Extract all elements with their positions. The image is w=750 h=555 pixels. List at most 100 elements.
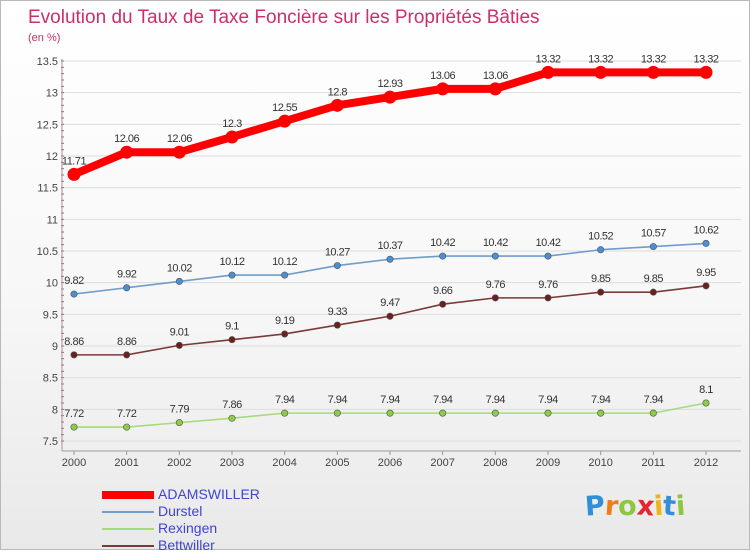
x-tick-label: 2005: [325, 457, 349, 469]
x-tick-label: 2001: [114, 457, 138, 469]
data-point: [120, 145, 134, 159]
data-label: 7.72: [64, 408, 84, 420]
data-label: 13.32: [535, 53, 560, 65]
y-tick-label: 10.5: [37, 246, 58, 258]
x-tick-label: 2003: [220, 457, 244, 469]
data-point: [330, 98, 344, 112]
data-point: [172, 145, 186, 159]
data-point: [123, 351, 131, 359]
data-label: 11.71: [62, 155, 87, 167]
data-point: [386, 312, 394, 320]
data-label: 13.32: [641, 53, 666, 65]
data-point: [70, 290, 78, 298]
x-tick-label: 2006: [378, 457, 402, 469]
y-tick-label: 13: [46, 88, 58, 100]
data-point: [649, 409, 657, 417]
legend-label: ADAMSWILLER: [158, 486, 260, 502]
data-point: [439, 252, 447, 260]
data-label: 12.3: [222, 118, 242, 130]
data-point: [649, 288, 657, 296]
data-point: [175, 419, 183, 427]
x-tick-label: 2007: [430, 457, 454, 469]
data-label: 9.19: [275, 315, 295, 327]
data-label: 7.86: [222, 399, 242, 411]
data-label: 9.66: [433, 285, 453, 297]
legend-label: Bettwiller: [158, 537, 215, 553]
data-point: [333, 262, 341, 270]
y-tick-label: 9: [52, 341, 58, 353]
data-point: [70, 423, 78, 431]
data-point: [386, 255, 394, 263]
data-label: 7.79: [170, 404, 190, 416]
logo-letter: P: [583, 490, 606, 523]
data-point: [544, 294, 552, 302]
data-point: [702, 399, 710, 407]
data-label: 9.85: [591, 273, 611, 285]
data-label: 7.94: [538, 394, 558, 406]
data-label: 8.86: [117, 336, 137, 348]
data-label: 9.92: [117, 269, 137, 281]
data-label: 13.32: [588, 53, 613, 65]
data-point: [228, 336, 236, 344]
data-point: [225, 130, 239, 144]
data-label: 10.52: [588, 231, 613, 243]
data-point: [281, 271, 289, 279]
data-point: [278, 114, 292, 128]
data-label: 7.94: [433, 394, 453, 406]
data-label: 9.82: [64, 275, 84, 287]
chart-title: Evolution du Taux de Taxe Foncière sur l…: [28, 7, 540, 28]
y-tick-label: 11.5: [37, 183, 58, 195]
data-point: [439, 409, 447, 417]
y-tick-label: 13.5: [37, 56, 58, 68]
data-label: 9.33: [328, 306, 348, 318]
y-tick-label: 12.5: [37, 119, 58, 131]
data-label: 9.1: [225, 321, 239, 333]
x-tick-label: 2004: [272, 457, 296, 469]
data-label: 12.06: [167, 133, 192, 145]
data-point: [491, 294, 499, 302]
line-chart: 7.5 8 8.5 9 9.5 10 10.5 11 11.5 12 12.5 13 13.5 2000 2…: [37, 53, 741, 469]
y-tick-label: 9.5: [43, 309, 58, 321]
data-point: [333, 321, 341, 329]
data-label: 10.42: [430, 237, 455, 249]
data-label: 9.95: [696, 267, 716, 279]
legend-label: Durstel: [158, 503, 203, 519]
data-point: [491, 252, 499, 260]
data-label: 12.06: [114, 133, 139, 145]
data-point: [488, 82, 502, 96]
data-label: 10.42: [483, 237, 508, 249]
data-label: 7.94: [380, 394, 400, 406]
data-label: 7.94: [275, 394, 295, 406]
data-point: [67, 167, 81, 181]
data-point: [333, 409, 341, 417]
series-line: [73, 285, 707, 356]
data-label: 7.94: [486, 394, 506, 406]
data-label: 7.94: [591, 394, 611, 406]
legend-swatch: [102, 528, 154, 530]
data-label: 10.02: [167, 262, 192, 274]
data-point: [594, 65, 608, 79]
x-tick-label: 2002: [167, 457, 191, 469]
data-label: 10.42: [535, 237, 560, 249]
y-tick-label: 10: [46, 278, 58, 290]
data-point: [123, 284, 131, 292]
data-label: 12.93: [377, 78, 402, 90]
data-point: [597, 288, 605, 296]
y-tick-label: 12: [46, 151, 58, 163]
data-label: 9.76: [538, 279, 558, 291]
legend-label: Rexingen: [158, 520, 218, 536]
data-point: [646, 65, 660, 79]
logo-letter: i: [675, 490, 687, 523]
data-point: [702, 282, 710, 290]
chart-subtitle: (en %): [28, 32, 61, 44]
data-point: [541, 65, 555, 79]
data-label: 9.76: [486, 279, 506, 291]
data-label: 9.01: [170, 326, 190, 338]
data-label: 8.1: [699, 384, 713, 396]
y-tick-label: 7.5: [43, 436, 58, 448]
y-tick-label: 8.5: [43, 373, 58, 385]
data-point: [699, 65, 713, 79]
legend-swatch: [102, 545, 154, 547]
x-tick-label: 2009: [536, 457, 560, 469]
